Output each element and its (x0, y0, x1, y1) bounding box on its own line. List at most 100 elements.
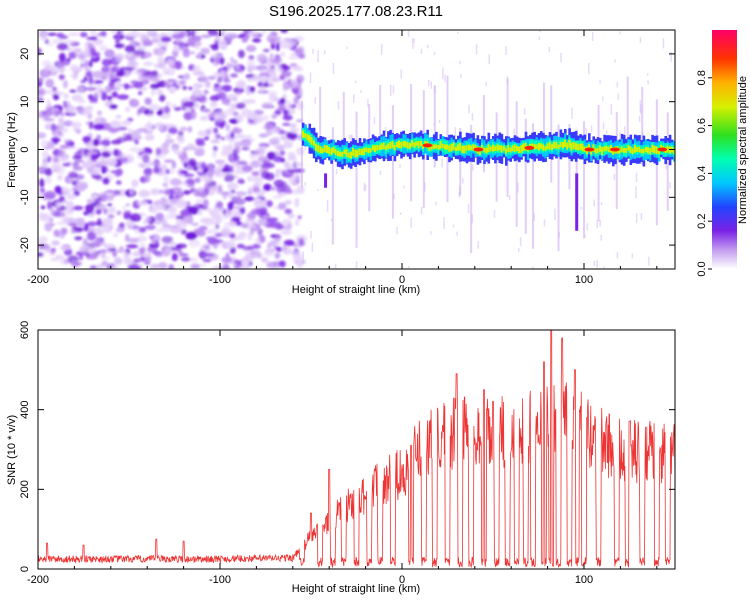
signal-hotspot (473, 147, 484, 152)
noise-blob (188, 239, 201, 248)
signal-band-cell (380, 143, 384, 150)
signal-band-cell (391, 141, 394, 148)
noise-speck (548, 47, 551, 52)
noise-blob (211, 227, 218, 235)
noise-blob (193, 82, 201, 90)
noise-speck (459, 60, 461, 65)
noise-speck (452, 224, 455, 228)
signal-band-cell (559, 141, 563, 147)
signal-band-cell (448, 145, 451, 152)
noise-blob (160, 218, 168, 226)
noise-blob (105, 196, 114, 202)
noise-blob (124, 67, 136, 71)
noise-blob (215, 133, 221, 140)
noise-speck (523, 107, 526, 115)
noise-blob (227, 153, 237, 163)
noise-blob (43, 244, 51, 253)
noise-blob (88, 121, 94, 130)
noise-blob (267, 90, 278, 97)
noise-speck (662, 38, 665, 49)
noise-blob (98, 249, 107, 253)
noise-blob (138, 226, 147, 233)
noise-speck (471, 214, 473, 224)
noise-blob (151, 88, 156, 97)
noise-speck (393, 193, 395, 200)
noise-blob (283, 141, 293, 149)
noise-speck (596, 260, 598, 268)
signal-band-cell (489, 146, 493, 152)
noise-speck (467, 203, 470, 214)
noise-blob (184, 215, 193, 224)
noise-blob (163, 176, 170, 183)
noise-blob (222, 66, 229, 71)
noise-speck (460, 74, 462, 78)
noise-blob (85, 86, 96, 92)
noise-blob (269, 186, 277, 191)
noise-speck (532, 266, 534, 269)
noise-speck (600, 235, 602, 241)
noise-blob (123, 213, 132, 220)
noise-blob (197, 130, 207, 137)
noise-speck (584, 234, 586, 238)
noise-blob (187, 126, 193, 133)
spectral-streak (626, 76, 629, 159)
noise-blob (93, 123, 105, 130)
noise-blob (282, 114, 293, 121)
noise-blob (280, 30, 288, 33)
noise-speck (442, 67, 444, 80)
noise-blob (212, 145, 218, 152)
noise-blob (179, 79, 187, 86)
noise-blob (211, 217, 224, 223)
noise-blob (254, 237, 261, 245)
noise-blob (252, 74, 259, 82)
noise-speck (586, 223, 589, 231)
noise-blob (234, 141, 243, 148)
noise-speck (580, 207, 583, 210)
noise-speck (475, 44, 478, 55)
noise-blob (234, 91, 242, 96)
noise-blob (104, 49, 115, 58)
noise-blob (248, 30, 259, 37)
noise-blob (62, 139, 70, 143)
noise-blob (174, 190, 185, 199)
signal-band-cell (607, 146, 611, 153)
noise-blob (288, 151, 296, 161)
noise-blob (105, 158, 117, 167)
noise-blob (50, 123, 56, 132)
noise-blob (185, 178, 195, 185)
noise-blob (217, 76, 222, 84)
noise-blob (92, 38, 104, 46)
noise-blob (133, 49, 146, 56)
noise-blob (168, 86, 177, 92)
noise-blob (274, 252, 281, 259)
noise-blob (109, 104, 118, 110)
noise-blob (121, 120, 132, 126)
signal-band-cell (363, 147, 366, 155)
noise-blob (117, 157, 129, 162)
noise-blob (90, 154, 98, 162)
noise-speck (591, 32, 594, 41)
signal-band-cell (666, 145, 670, 153)
noise-blob (43, 146, 51, 150)
noise-speck (428, 79, 430, 86)
noise-speck (669, 182, 671, 189)
noise-blob (146, 74, 156, 80)
noise-speck (602, 122, 605, 130)
noise-speck (334, 263, 337, 269)
noise-blob (284, 186, 291, 194)
signal-band-cell (566, 142, 569, 150)
signal-band-cell (620, 146, 624, 152)
noise-blob (175, 215, 183, 220)
noise-speck (326, 199, 329, 212)
noise-blob (44, 176, 53, 185)
colorbar-tick-label: 0.6 (696, 118, 708, 133)
chart-title: S196.2025.177.08.23.R11 (269, 3, 443, 20)
noise-blob (204, 220, 216, 226)
noise-blob (239, 264, 250, 269)
snr-x-label: Height of straight line (km) (292, 583, 420, 595)
signal-band-cell (345, 149, 349, 157)
noise-blob (236, 161, 248, 165)
signal-hotspot (422, 143, 433, 148)
noise-blob (149, 243, 160, 249)
noise-blob (189, 51, 196, 55)
